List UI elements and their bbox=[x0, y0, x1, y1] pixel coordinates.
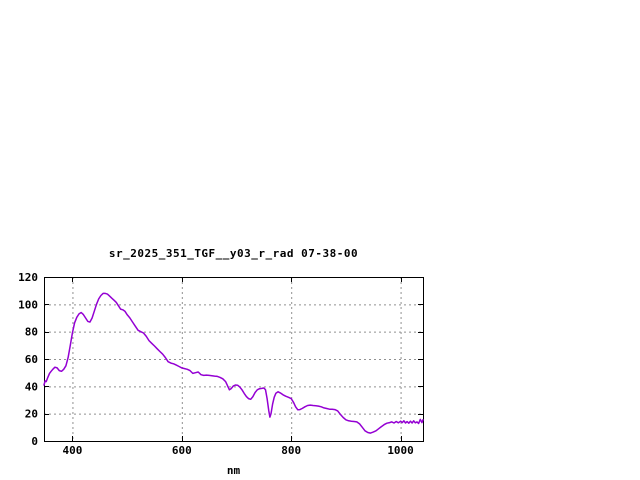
y-tick-label-100: 100 bbox=[18, 298, 38, 311]
x-tick-label-600: 600 bbox=[172, 444, 192, 457]
y-tick-label-40: 40 bbox=[25, 380, 38, 393]
x-tick-label-400: 400 bbox=[63, 444, 83, 457]
spectrum-curve bbox=[43, 292, 424, 434]
chart-title: sr_2025_351_TGF__y03_r_rad 07-38-00 bbox=[108, 247, 359, 260]
x-axis-label: nm bbox=[226, 464, 241, 477]
x-tick-label-800: 800 bbox=[281, 444, 301, 457]
tick-labels: 400 600 800 1000 0 20 40 60 80 100 120 bbox=[18, 271, 414, 457]
plot-border bbox=[44, 277, 424, 442]
y-tick-label-20: 20 bbox=[25, 408, 38, 421]
y-tick-label-60: 60 bbox=[25, 353, 38, 366]
y-tick-label-120: 120 bbox=[18, 271, 38, 284]
y-tick-label-80: 80 bbox=[25, 326, 38, 339]
y-tick-label-0: 0 bbox=[31, 435, 38, 448]
grid-lines bbox=[44, 277, 423, 441]
x-tick-label-1000: 1000 bbox=[387, 444, 414, 457]
